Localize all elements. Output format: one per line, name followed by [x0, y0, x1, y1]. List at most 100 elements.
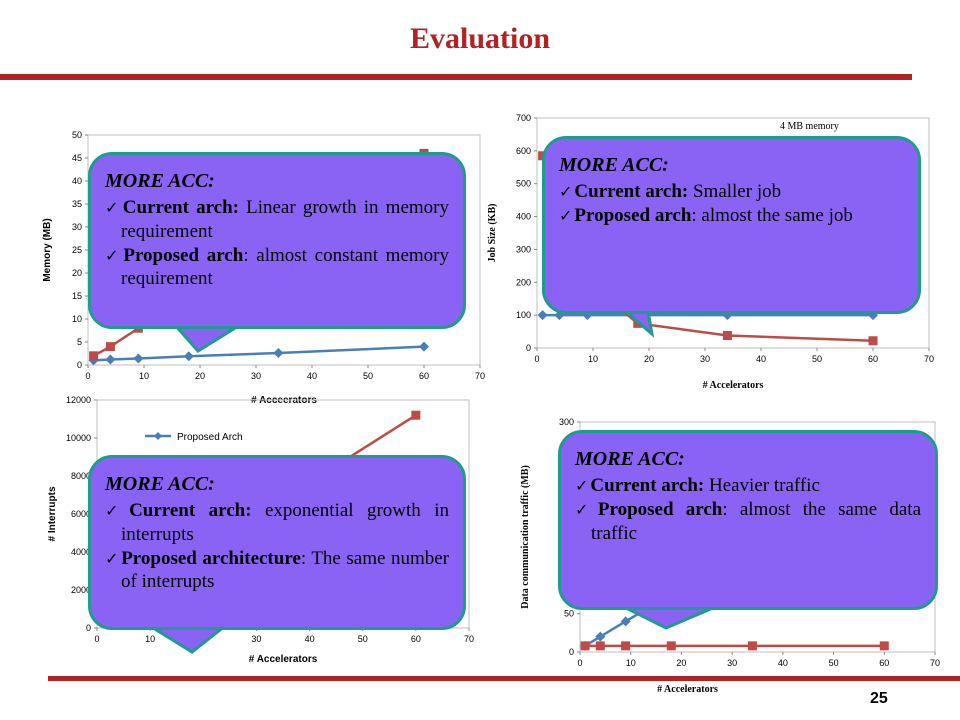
callout-item: ✓ Proposed architecture: The same number … — [105, 547, 449, 593]
x-tick-label: 40 — [307, 371, 317, 381]
callout-heading: MORE ACC: — [105, 473, 215, 495]
x-tick-label: 0 — [534, 354, 539, 364]
data-point — [419, 341, 429, 352]
x-tick-label: 10 — [626, 658, 636, 668]
x-tick-label: 60 — [879, 658, 889, 668]
y-tick-label: 40 — [72, 176, 82, 186]
data-point — [580, 641, 590, 651]
x-tick-label: 50 — [358, 634, 368, 644]
x-axis-title: # Accelerators — [657, 684, 718, 695]
callout-item: ✓ Proposed arch: almost constant memory r… — [105, 244, 449, 290]
x-tick-label: 70 — [924, 354, 934, 364]
y-tick-label: 6000 — [71, 509, 91, 519]
callout-heading: MORE ACC: — [575, 448, 685, 470]
data-point — [105, 342, 115, 352]
check-icon: ✓ — [575, 499, 596, 519]
callout-item: ✓ Proposed arch: almost the same data tra… — [575, 498, 922, 544]
data-point — [595, 641, 605, 651]
x-tick-label: 70 — [475, 371, 485, 381]
x-tick-label: 50 — [363, 371, 373, 381]
page-number: 25 — [870, 690, 888, 707]
check-icon: ✓ — [559, 182, 573, 201]
x-tick-label: 60 — [411, 634, 421, 644]
x-tick-label: 20 — [644, 354, 654, 364]
callout-heading: MORE ACC: — [559, 154, 669, 176]
x-tick-label: 70 — [464, 634, 474, 644]
y-tick-label: 12000 — [66, 395, 91, 405]
x-axis-title: # Accelerators — [703, 380, 764, 391]
x-tick-label: 10 — [145, 634, 155, 644]
y-tick-label: 25 — [72, 245, 82, 255]
y-tick-label: 50 — [564, 609, 574, 619]
x-tick-label: 50 — [829, 658, 839, 668]
x-tick-label: 70 — [930, 658, 940, 668]
callout-interrupts: MORE ACC: ✓ Current arch: exponential gro… — [88, 455, 466, 630]
x-tick-label: 30 — [700, 354, 710, 364]
x-tick-label: 0 — [94, 634, 99, 644]
y-axis-title: Data communication traffic (MB) — [520, 465, 531, 609]
x-tick-label: 40 — [778, 658, 788, 668]
y-tick-label: 15 — [72, 291, 82, 301]
y-tick-label: 10000 — [66, 433, 91, 443]
x-tick-label: 40 — [305, 634, 315, 644]
data-point — [133, 353, 144, 364]
footer-divider — [48, 676, 960, 681]
x-tick-label: 50 — [812, 354, 822, 364]
data-point — [105, 354, 116, 365]
y-tick-label: 5 — [77, 337, 82, 347]
y-tick-label: 30 — [72, 222, 82, 232]
y-tick-label: 0 — [526, 343, 531, 353]
data-point — [411, 410, 421, 420]
y-tick-label: 500 — [516, 179, 531, 189]
data-point — [89, 351, 99, 361]
y-tick-label: 2000 — [71, 585, 91, 595]
plot-area — [536, 117, 930, 349]
x-tick-label: 30 — [251, 634, 261, 644]
data-point — [879, 641, 889, 651]
y-tick-label: 10 — [72, 314, 82, 324]
chart-annotation: 4 MB memory — [780, 121, 839, 132]
y-tick-label: 200 — [516, 277, 531, 287]
y-tick-label: 700 — [516, 113, 531, 123]
x-tick-label: 20 — [195, 371, 205, 381]
x-tick-label: 0 — [85, 371, 90, 381]
y-tick-label: 0 — [77, 360, 82, 370]
y-axis-title: # Interrupts — [47, 486, 58, 541]
callout-item: ✓ Current arch: Smaller job — [559, 181, 782, 202]
x-tick-label: 60 — [419, 371, 429, 381]
y-tick-label: 50 — [72, 130, 82, 140]
x-tick-label: 20 — [676, 658, 686, 668]
y-tick-label: 300 — [516, 244, 531, 254]
slide-title: Evaluation — [409, 22, 551, 55]
data-point — [595, 631, 606, 642]
data-point — [620, 616, 631, 627]
y-tick-label: 0 — [86, 623, 91, 633]
callout-item: ✓ Proposed arch: almost the same job — [559, 204, 853, 226]
x-tick-label: 10 — [139, 371, 149, 381]
x-tick-label: 10 — [588, 354, 598, 364]
data-point — [868, 336, 878, 346]
x-tick-label: 0 — [577, 658, 582, 668]
x-axis-title: # Accelerators — [249, 654, 318, 665]
x-tick-label: 30 — [251, 371, 261, 381]
check-icon: ✓ — [105, 245, 122, 265]
y-tick-label: 600 — [516, 146, 531, 156]
data-point — [554, 310, 565, 321]
callout-job-size: MORE ACC: ✓ Current arch: Smaller job ✓ Pr… — [542, 136, 921, 314]
check-icon: ✓ — [575, 476, 589, 495]
check-icon: ✓ — [105, 548, 120, 568]
title-divider — [0, 74, 912, 80]
y-tick-label: 20 — [72, 268, 82, 278]
x-tick-label: 30 — [727, 658, 737, 668]
data-point — [747, 641, 757, 651]
y-tick-label: 300 — [559, 417, 574, 427]
y-tick-label: 45 — [72, 153, 82, 163]
y-tick-label: 35 — [72, 199, 82, 209]
x-tick-label: 40 — [756, 354, 766, 364]
y-tick-label: 4000 — [71, 547, 91, 557]
check-icon: ✓ — [105, 501, 128, 520]
data-point — [666, 641, 676, 651]
data-point — [722, 331, 732, 341]
check-icon: ✓ — [105, 198, 121, 217]
callout-item: ✓ Current arch: Linear growth in memory r… — [105, 197, 449, 242]
